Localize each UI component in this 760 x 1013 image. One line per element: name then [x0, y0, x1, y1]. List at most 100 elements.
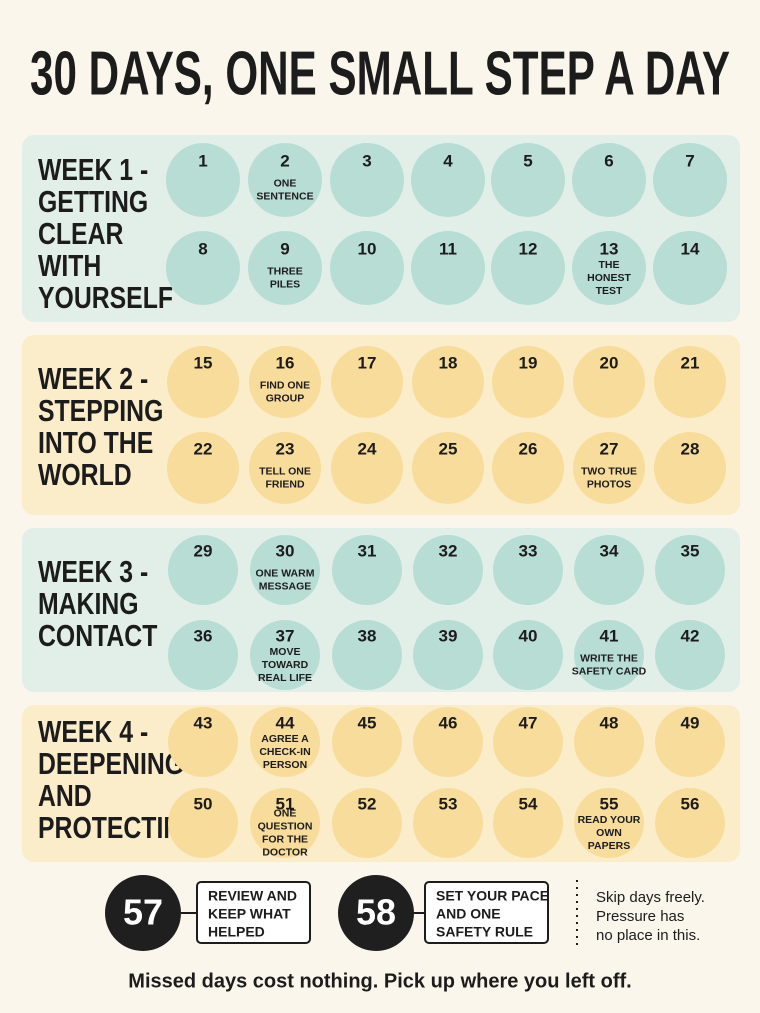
day-number: 48: [600, 713, 619, 732]
day-number: 13: [600, 239, 619, 258]
week-title-line: WEEK 4 -: [38, 715, 148, 749]
day-number: 35: [681, 541, 700, 560]
day-number: 3: [362, 151, 371, 170]
day-circle: [168, 535, 238, 605]
day-number: 22: [194, 439, 213, 458]
day-circle: [491, 231, 565, 305]
day-number: 40: [519, 626, 538, 645]
day-circle: [166, 143, 240, 217]
milestone-box: [424, 881, 549, 944]
week-title-line: WEEK 1 -: [38, 153, 148, 187]
day-circle: [493, 620, 563, 690]
day-label: THREE: [267, 265, 303, 277]
day-circle: [168, 788, 238, 858]
day-number: 55: [600, 794, 619, 813]
week-title-line: CONTACT: [38, 619, 157, 653]
day-number: 52: [358, 794, 377, 813]
day-label: TELL ONE: [259, 465, 311, 477]
day-number: 31: [358, 541, 377, 560]
day-number: 33: [519, 541, 538, 560]
day-label: GROUP: [266, 392, 305, 404]
day-circle: [167, 432, 239, 504]
day-circle: [411, 143, 485, 217]
day-circle: [250, 620, 320, 690]
day-circle: [412, 346, 484, 418]
day-circle: [168, 707, 238, 777]
milestone-number: 58: [356, 892, 396, 933]
day-number: 26: [519, 439, 538, 458]
milestone-label: KEEP WHAT: [208, 906, 291, 922]
week-title-line: YOURSELF: [38, 281, 173, 315]
day-number: 12: [519, 239, 538, 258]
day-circle: [166, 231, 240, 305]
milestone-label: HELPED: [208, 924, 265, 940]
day-label: PHOTOS: [587, 478, 631, 490]
day-number: 7: [685, 151, 694, 170]
milestone-label: SAFETY RULE: [436, 924, 533, 940]
footer: Missed days cost nothing. Pick up where …: [128, 970, 631, 992]
day-label: ONE: [274, 177, 297, 189]
day-label: PAPERS: [588, 840, 630, 852]
day-number: 41: [600, 626, 619, 645]
day-label: FIND ONE: [260, 379, 310, 391]
day-circle: [331, 346, 403, 418]
day-number: 46: [439, 713, 458, 732]
day-number: 6: [604, 151, 613, 170]
day-circle: [493, 707, 563, 777]
day-circle: [491, 143, 565, 217]
milestone-circle: [338, 875, 414, 951]
day-circle: [332, 788, 402, 858]
day-number: 34: [600, 541, 619, 560]
day-number: 49: [681, 713, 700, 732]
day-label: SENTENCE: [256, 190, 313, 202]
week-title-line: STEPPING: [38, 394, 163, 428]
day-label: PILES: [270, 278, 300, 290]
day-number: 30: [276, 541, 295, 560]
day-circle: [250, 788, 320, 858]
day-label: QUESTION: [258, 820, 313, 832]
day-number: 38: [358, 626, 377, 645]
week-title-line: WORLD: [38, 458, 132, 492]
day-number: 36: [194, 626, 213, 645]
day-number: 4: [443, 151, 453, 170]
day-number: 37: [276, 626, 295, 645]
day-label: CHECK-IN: [259, 746, 310, 758]
day-number: 15: [194, 353, 213, 372]
day-label: ONE WARM: [256, 567, 315, 579]
day-circle: [653, 143, 727, 217]
day-label: AGREE A: [261, 733, 309, 745]
day-circle: [411, 231, 485, 305]
day-label: ONE: [274, 807, 297, 819]
day-number: 53: [439, 794, 458, 813]
day-number: 24: [358, 439, 377, 458]
day-label: DOCTOR: [262, 846, 308, 858]
day-number: 14: [681, 239, 700, 258]
week-title-line: AND: [38, 779, 92, 813]
day-label: PERSON: [263, 759, 307, 771]
day-number: 43: [194, 713, 213, 732]
day-circle: [655, 620, 725, 690]
day-number: 10: [358, 239, 377, 258]
day-circle: [654, 346, 726, 418]
day-circle: [492, 432, 564, 504]
day-circle: [572, 143, 646, 217]
day-number: 20: [600, 353, 619, 372]
day-number: 54: [519, 794, 538, 813]
day-label: READ YOUR: [578, 814, 641, 826]
day-circle: [655, 707, 725, 777]
day-number: 16: [276, 353, 295, 372]
milestone-label: REVIEW AND: [208, 888, 297, 904]
side-note: no place in this.: [596, 927, 700, 944]
day-number: 23: [276, 439, 295, 458]
day-number: 17: [358, 353, 377, 372]
day-circle: [332, 535, 402, 605]
side-note: Pressure has: [596, 908, 684, 925]
day-label: SAFETY CARD: [572, 665, 647, 677]
day-label: THE: [599, 259, 620, 271]
day-circle: [248, 231, 322, 305]
day-label: WRITE THE: [580, 652, 638, 664]
day-number: 9: [280, 239, 289, 258]
day-circle: [331, 432, 403, 504]
